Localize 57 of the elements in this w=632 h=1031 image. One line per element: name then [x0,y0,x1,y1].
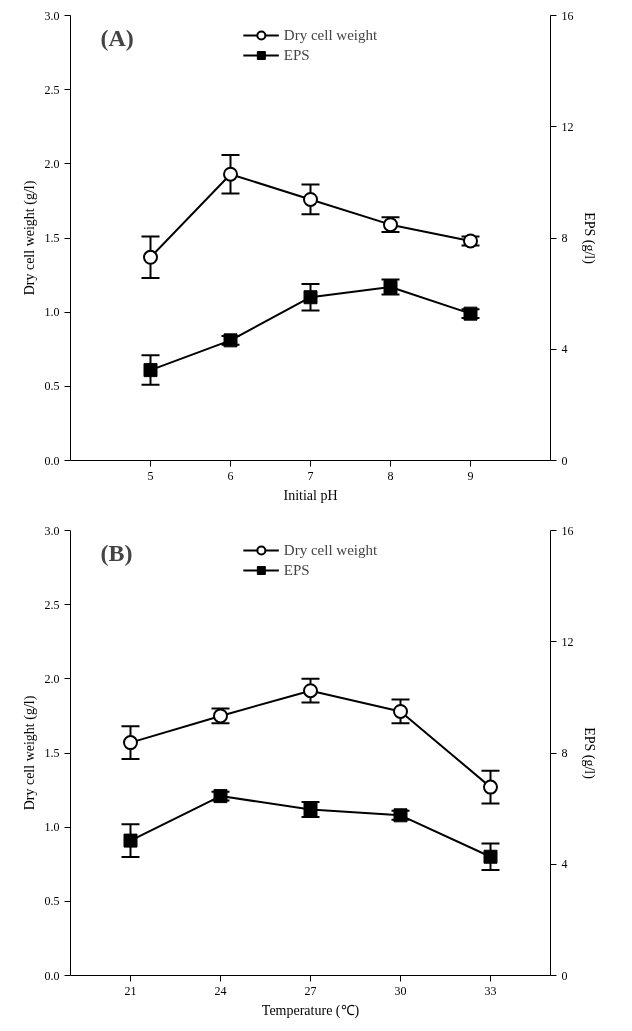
x-tick-label: 8 [387,468,394,483]
y-tick-label: 0.5 [44,894,60,909]
point [223,166,238,182]
point [143,363,158,378]
y-axis-title: Dry cell weight (g/l) [21,180,38,296]
y2-axis-title: EPS (g/l) [580,212,597,265]
x-tick-label: 7 [307,468,314,483]
point [393,703,408,719]
legend-label: EPS [283,561,310,579]
y2-tick-label: 12 [561,119,574,134]
y2-tick-label: 12 [561,634,574,649]
point [123,833,138,848]
x-tick-label: 33 [484,983,497,998]
point [143,249,158,265]
y-tick-label: 3.0 [44,523,60,538]
x-tick-label: 21 [124,983,137,998]
y-tick-label: 2.0 [44,671,60,686]
y2-tick-label: 16 [561,8,574,23]
y-tick-label: 2.5 [44,82,60,97]
y-tick-label: 2.5 [44,597,60,612]
y-tick-label: 2.0 [44,156,60,171]
chart-title: (A) [100,24,134,51]
y-tick-label: 1.0 [44,820,60,835]
y-tick-label: 3.0 [44,8,60,23]
y-tick-label: 0.5 [44,379,60,394]
x-axis-title: Initial pH [283,487,338,503]
y2-axis-title: EPS (g/l) [580,727,597,780]
y-tick-label: 1.0 [44,305,60,320]
x-tick-label: 24 [214,983,227,998]
y2-tick-label: 0 [561,968,568,983]
y-tick-label: 0.0 [44,453,60,468]
y2-tick-label: 8 [561,746,568,760]
x-tick-label: 30 [394,983,407,998]
y-tick-label: 1.5 [44,746,60,760]
y2-tick-label: 4 [561,857,568,872]
y2-tick-label: 0 [561,453,568,468]
point [303,290,318,305]
point [123,735,138,751]
x-tick-label: 27 [304,983,317,998]
point [303,191,318,207]
y2-tick-label: 8 [561,231,568,245]
point [483,849,498,864]
y2-tick-label: 16 [561,523,574,538]
y2-tick-label: 4 [561,342,568,357]
point [303,683,318,699]
y-tick-label: 0.0 [44,968,60,983]
y-tick-label: 1.5 [44,231,60,245]
x-tick-label: 9 [467,468,474,483]
x-axis-title: Temperature (℃) [261,1002,360,1019]
legend-label: EPS [283,46,310,64]
point [483,779,498,795]
y-axis-title: Dry cell weight (g/l) [21,695,38,811]
chart-title: (B) [100,539,133,566]
legend-label: Dry cell weight [283,541,378,559]
x-tick-label: 5 [147,468,154,483]
x-tick-label: 6 [227,468,234,483]
legend-label: Dry cell weight [283,26,378,44]
